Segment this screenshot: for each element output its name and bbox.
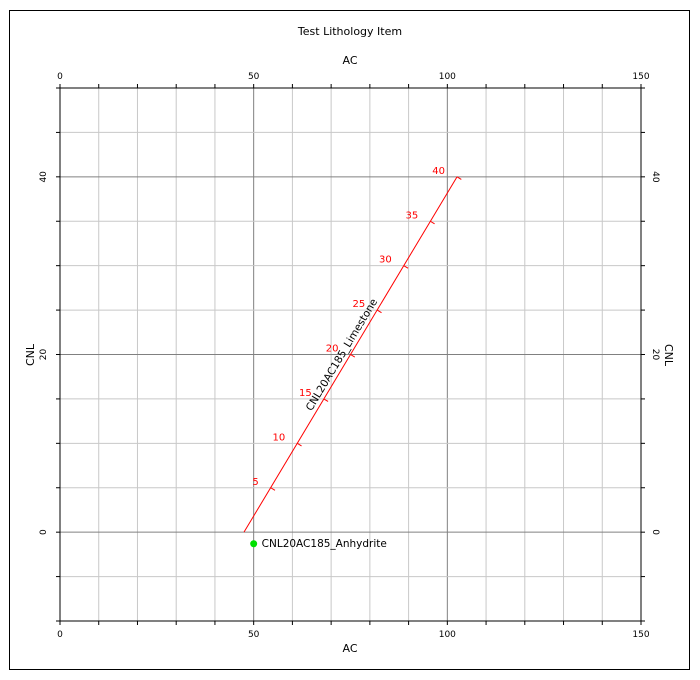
x-tick-label-top: 0 [57, 72, 63, 82]
x-axis-label-bottom: AC [342, 642, 357, 655]
series-tick-mark [376, 309, 382, 314]
x-tick-label-top: 150 [632, 72, 649, 82]
y-tick-label-right: 0 [650, 529, 660, 535]
series-mark-label: 30 [379, 255, 392, 266]
chart-title: Test Lithology Item [297, 25, 402, 38]
tick-labels: 0 0 50 50 100 100 150 150 0 0 20 20 40 40 [39, 72, 660, 640]
chart-frame [9, 10, 690, 670]
x-axis-label-top: AC [342, 54, 357, 67]
series-tick-mark [350, 354, 356, 358]
series-tick-mark [430, 220, 435, 225]
x-tick-label-bottom: 50 [248, 630, 260, 640]
series-mark-label: 20 [326, 344, 339, 355]
series-mark-label: 25 [352, 299, 365, 310]
x-tick-label-bottom: 150 [632, 630, 649, 640]
x-tick-label-top: 100 [439, 72, 456, 82]
y-tick-label-right: 20 [650, 349, 660, 361]
series-tick-mark [323, 398, 329, 402]
series-tick-mark [296, 442, 302, 447]
series-mark-label: 35 [406, 210, 419, 221]
y-axis-label-right: CNL [662, 344, 675, 367]
series-mark-label: 40 [432, 166, 445, 177]
y-tick-label-left: 40 [39, 171, 49, 183]
series-tick-mark [456, 176, 462, 180]
x-tick-label-bottom: 100 [439, 630, 456, 640]
series-mark-label: 5 [252, 477, 258, 488]
x-tick-label-top: 50 [248, 72, 260, 82]
x-tick-label-bottom: 0 [57, 630, 63, 640]
y-axis-label-left: CNL [24, 343, 37, 366]
series-tick-mark [403, 265, 409, 269]
y-tick-label-left: 20 [39, 349, 49, 361]
y-tick-label-left: 0 [39, 529, 49, 535]
series-tick-mark [270, 487, 276, 491]
series-mark-label: 10 [273, 432, 286, 443]
y-tick-label-right: 40 [650, 171, 660, 183]
data-marks: 510152025303540CNL20AC185_LimestoneCNL20… [243, 166, 462, 550]
series-mark-label: 15 [299, 388, 312, 399]
series-label-anhydrite: CNL20AC185_Anhydrite [262, 538, 387, 550]
series-point-anhydrite [250, 540, 258, 548]
axes [56, 84, 645, 625]
